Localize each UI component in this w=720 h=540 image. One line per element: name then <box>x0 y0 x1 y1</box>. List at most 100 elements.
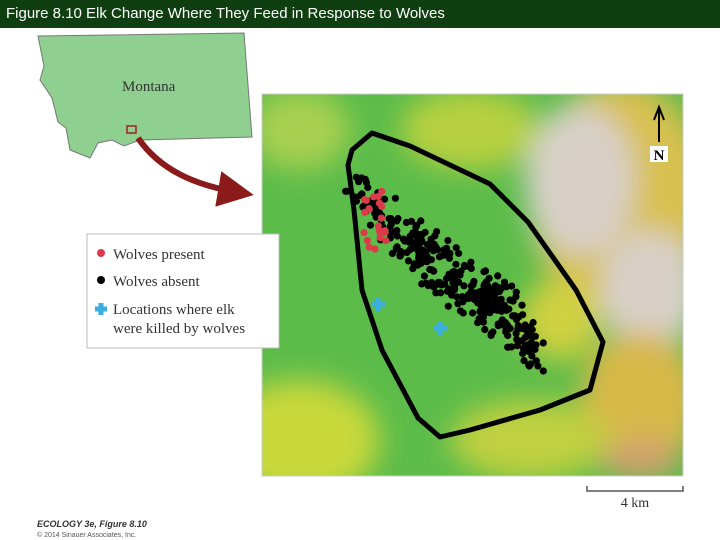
elk-dot <box>477 301 485 309</box>
elk-dot <box>474 319 482 327</box>
elk-dot <box>476 307 484 315</box>
elk-dot <box>452 244 460 252</box>
legend-label: were killed by wolves <box>113 321 245 337</box>
elk-dot <box>467 264 475 272</box>
elk-dot <box>343 187 351 195</box>
elk-dot-wolves <box>378 187 386 195</box>
elk-dot <box>502 306 510 314</box>
elk-dot <box>459 309 467 317</box>
elk-locations <box>342 173 547 375</box>
elk-dot <box>435 253 443 261</box>
elk-dot <box>508 282 516 290</box>
elk-dot <box>386 222 394 231</box>
elk-dot <box>496 319 504 327</box>
elk-dot <box>460 261 468 270</box>
elk-dot <box>516 324 524 333</box>
montana-shape <box>37 32 253 159</box>
elk-dot-wolves <box>363 236 371 244</box>
state-label: Montana <box>122 79 176 95</box>
elk-dot-wolves <box>374 222 382 230</box>
legend-box <box>86 233 280 349</box>
elk-dot <box>401 237 409 245</box>
elk-dot <box>452 260 460 268</box>
elk-dot <box>417 217 425 225</box>
elk-dot <box>421 228 429 236</box>
north-box <box>650 146 668 162</box>
elk-dot-wolves <box>361 208 369 216</box>
elk-dot <box>423 256 432 264</box>
elk-dot <box>366 221 374 229</box>
elk-dot <box>445 270 453 278</box>
elk-dot <box>455 249 463 257</box>
elk-dot <box>487 331 495 339</box>
elk-dot <box>393 217 401 225</box>
elk-dot <box>469 281 477 289</box>
elk-dot <box>457 267 465 275</box>
elk-dot <box>506 324 514 333</box>
elk-dot <box>418 280 426 288</box>
scale-label: 4 km <box>621 496 650 511</box>
elk-dot <box>387 215 395 223</box>
elk-dot-wolves <box>382 237 390 245</box>
elk-dot-wolves <box>360 229 368 237</box>
credit: ECOLOGY 3e, Figure 8.10 <box>37 519 147 529</box>
elk-dot <box>423 240 431 249</box>
elk-dot <box>486 309 494 317</box>
elk-dot <box>492 288 500 296</box>
elk-dot <box>511 312 519 320</box>
elk-dot-wolves <box>365 243 373 251</box>
elk-dot <box>388 249 396 258</box>
elk-dot <box>525 348 533 356</box>
elk-dot <box>512 288 520 296</box>
elk-dot <box>420 272 428 280</box>
elk-dot <box>417 238 425 246</box>
elk-dot <box>446 249 454 257</box>
elk-dot <box>397 248 405 256</box>
elk-dot <box>446 286 455 294</box>
elk-dot <box>525 361 533 369</box>
elk-dot <box>519 349 527 358</box>
elk-dot-wolves <box>371 245 379 253</box>
elk-dot <box>380 195 389 203</box>
elk-dot <box>513 342 521 350</box>
elk-dot <box>520 357 528 365</box>
elk-dot <box>513 335 521 343</box>
elk-dot <box>444 236 452 245</box>
north-label: N <box>654 148 665 164</box>
elk-dot <box>450 274 458 283</box>
elk-dot <box>504 343 512 351</box>
elk-dot <box>403 248 411 257</box>
elk-dot <box>358 174 366 182</box>
elk-dot <box>506 296 514 304</box>
elk-dot-wolves <box>377 214 385 222</box>
elk-dot <box>352 173 360 181</box>
study-area-marker <box>126 125 137 134</box>
elk-dot <box>534 362 542 370</box>
elk-dot <box>413 259 422 267</box>
legend-symbol <box>97 276 105 284</box>
elk-dot <box>415 244 423 252</box>
elk-dot <box>454 300 462 308</box>
elk-dot <box>441 280 449 288</box>
credit: © 2014 Sinauer Associates, Inc. <box>37 531 136 539</box>
elk-dot <box>500 278 509 286</box>
elk-dot <box>444 302 452 310</box>
relief-map <box>262 94 683 476</box>
kill-site <box>371 297 385 311</box>
elk-dot <box>424 282 432 290</box>
elk-dot <box>433 228 441 236</box>
slide-title: Figure 8.10 Elk Change Where They Feed i… <box>0 0 720 28</box>
elk-dot <box>467 258 475 266</box>
elk-dot <box>531 332 540 340</box>
elk-dot <box>504 331 512 340</box>
elk-dot-wolves <box>381 227 389 235</box>
elk-dot-wolves <box>376 234 384 242</box>
elk-dot-wolves <box>370 193 378 201</box>
elk-dot <box>432 289 440 297</box>
elk-dot <box>418 251 426 259</box>
elk-dot <box>539 367 547 375</box>
study-boundary <box>345 130 606 440</box>
elk-dot <box>391 194 399 202</box>
